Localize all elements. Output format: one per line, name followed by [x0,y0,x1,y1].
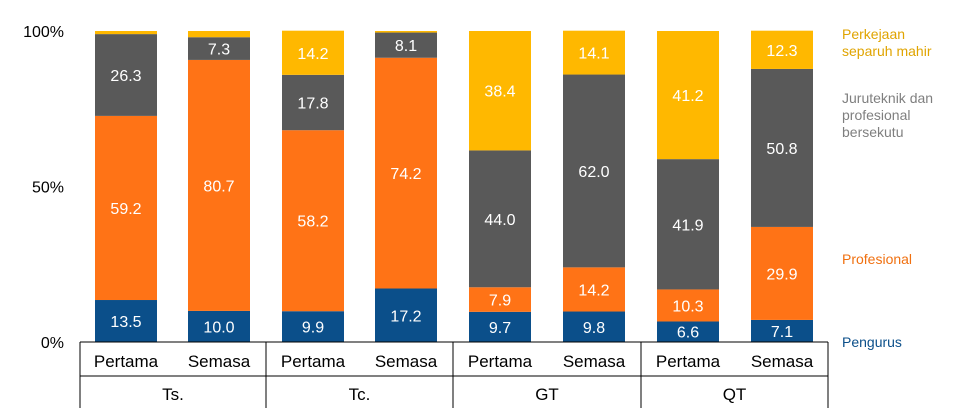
data-label: 7.3 [208,42,230,59]
data-label: 26.3 [110,68,141,85]
data-label: 14.1 [578,46,609,63]
data-label: 14.2 [297,46,328,63]
data-label: 29.9 [766,266,797,283]
bar-segment-profesional [469,287,531,312]
bar-segment-pengurus [563,311,625,342]
bar-segment-profesional [282,130,344,312]
legend-pengurus: Pengurus [842,334,902,350]
data-label: 10.0 [203,319,234,336]
x-group-label: Tc. [349,385,371,404]
bar-segment-pengurus [657,321,719,342]
bar-segment-separuh [95,31,157,35]
data-label: 50.8 [766,141,797,158]
data-label: 62.0 [578,164,609,181]
data-label: 8.1 [395,38,417,55]
bar-segment-profesional [95,115,157,301]
x-tick-label: Semasa [563,352,626,371]
bar-segment-juruteknik [95,34,157,116]
x-tick-label: Semasa [188,352,251,371]
bar-segment-separuh [282,30,344,75]
x-tick-label: Pertama [94,352,159,371]
bar-segment-profesional [751,226,813,320]
bar-segment-juruteknik [188,37,250,60]
bar-segment-juruteknik [469,150,531,288]
x-tick-label: Semasa [375,352,438,371]
data-label: 9.9 [302,320,324,337]
bar-segment-juruteknik [375,32,437,58]
bar-segment-pengurus [282,311,344,342]
data-label: 38.4 [484,84,515,101]
x-group-label: QT [723,385,747,404]
data-label: 14.2 [578,282,609,299]
y-tick-label: 50% [32,180,64,197]
data-label: 7.9 [489,293,511,310]
bar-segment-pengurus [375,288,437,342]
bar-segment-profesional [188,59,250,311]
bar-segment-separuh [188,31,250,38]
bar-segment-separuh [657,31,719,160]
bar-segment-juruteknik [563,74,625,268]
bar-segment-pengurus [95,300,157,342]
bar-segment-profesional [657,289,719,322]
legend-separuh-mahir: Perkejaan separuh mahir [842,26,932,59]
bar-segment-pengurus [188,310,250,342]
data-label: 12.3 [766,43,797,60]
data-label: 6.6 [677,325,699,342]
data-label: 9.7 [489,320,511,337]
data-label: 74.2 [390,166,421,183]
bar-segment-separuh [469,31,531,151]
y-tick-label: 0% [41,335,64,352]
x-tick-label: Pertama [468,352,533,371]
x-tick-label: Semasa [751,352,814,371]
data-label: 10.3 [672,298,703,315]
legend-profesional: Profesional [842,251,913,267]
data-label: 9.8 [583,320,605,337]
bar-segment-profesional [563,267,625,312]
data-label: 59.2 [110,201,141,218]
bar-segment-profesional [375,57,437,289]
legend-juruteknik: Juruteknik dan profesional bersekutu [842,90,934,140]
data-label: 17.8 [297,96,328,113]
data-label: 44.0 [484,212,515,229]
data-label: 41.9 [672,217,703,234]
data-label: 58.2 [297,214,328,231]
bar-segment-separuh [563,30,625,75]
data-label: 17.2 [390,308,421,325]
bar-segment-juruteknik [657,159,719,290]
bar-segment-pengurus [469,311,531,342]
x-tick-label: Pertama [281,352,346,371]
bar-segment-juruteknik [282,74,344,131]
data-label: 80.7 [203,178,234,195]
x-group-label: GT [535,385,559,404]
data-label: 41.2 [672,88,703,105]
bar-segment-juruteknik [751,68,813,227]
y-tick-label: 100% [23,24,64,41]
data-label: 7.1 [771,324,793,341]
bar-segment-separuh [751,30,813,69]
bar-segment-pengurus [751,319,813,342]
x-group-label: Ts. [162,385,184,404]
bar-segment-separuh [375,31,437,33]
x-tick-label: Pertama [656,352,721,371]
data-label: 13.5 [110,314,141,331]
